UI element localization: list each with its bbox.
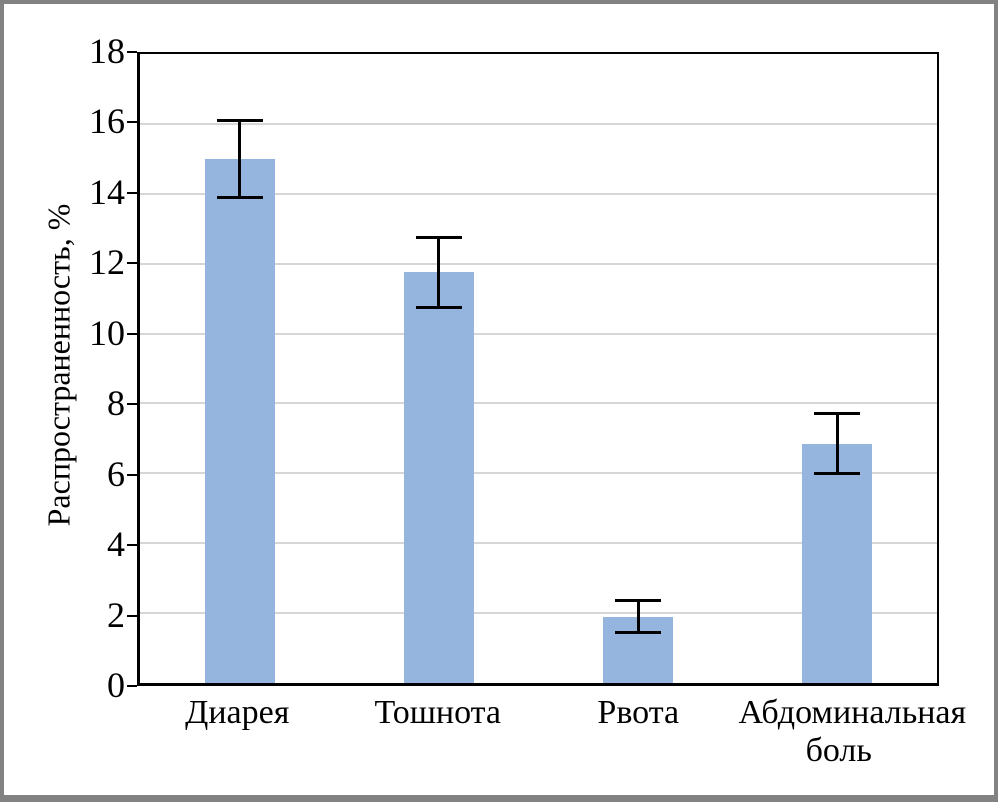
y-tick-label: 6 xyxy=(107,453,125,494)
y-tick-mark xyxy=(127,685,137,687)
y-tick-mark xyxy=(127,544,137,547)
y-tick-label: 10 xyxy=(89,312,125,353)
plot-area xyxy=(137,52,939,686)
y-tick-mark xyxy=(127,332,137,335)
gridline xyxy=(140,192,937,195)
gridline xyxy=(140,402,937,405)
y-tick-mark xyxy=(127,614,137,617)
error-bar-cap-bottom xyxy=(415,305,462,309)
bars-layer xyxy=(140,54,937,683)
bar-1 xyxy=(403,272,474,683)
y-tick-label: 12 xyxy=(89,242,125,283)
y-tick-label: 16 xyxy=(89,101,125,142)
gridline xyxy=(140,122,937,125)
y-tick-label: 0 xyxy=(107,665,125,706)
gridline xyxy=(140,612,937,615)
x-label-nausea: Тошнота xyxy=(374,694,501,731)
gridline xyxy=(140,332,937,335)
error-bar-cap-top xyxy=(814,412,861,416)
x-axis-category-labels: Диарея Тошнота Рвота Абдоминальная боль xyxy=(137,694,967,771)
x-label-abdominal-pain: Абдоминальная боль xyxy=(738,694,967,770)
bar-3 xyxy=(802,443,873,683)
y-axis-tick-marks xyxy=(127,51,137,687)
gridlines-layer xyxy=(140,54,937,683)
error-bar-line xyxy=(636,600,640,633)
y-tick-label: 8 xyxy=(107,383,125,424)
y-tick-label: 2 xyxy=(107,594,125,635)
error-bar-line xyxy=(238,120,242,198)
y-tick-mark xyxy=(127,51,137,53)
error-bar-cap-top xyxy=(615,599,662,603)
y-tick-label: 18 xyxy=(89,31,125,72)
error-bar-cap-top xyxy=(415,235,462,239)
y-tick-mark xyxy=(127,262,137,265)
y-tick-mark xyxy=(127,473,137,476)
gridline xyxy=(140,542,937,545)
x-label-vomiting: Рвота xyxy=(597,694,680,731)
error-bar-cap-bottom xyxy=(216,195,263,199)
y-tick-label: 4 xyxy=(107,524,125,565)
error-bar-line xyxy=(835,413,839,474)
error-bar-line xyxy=(437,237,441,308)
y-tick-mark xyxy=(127,191,137,194)
y-tick-mark xyxy=(127,403,137,406)
x-label-diarrhea: Диарея xyxy=(185,694,290,731)
bar-0 xyxy=(204,158,275,683)
gridline xyxy=(140,472,937,475)
error-bar-cap-bottom xyxy=(615,630,662,634)
error-bar-cap-bottom xyxy=(814,471,861,475)
error-bar-cap-top xyxy=(216,118,263,122)
y-tick-mark xyxy=(127,121,137,124)
y-axis-tick-labels: 0 2 4 6 8 10 12 14 16 18 xyxy=(4,31,125,705)
gridline xyxy=(140,262,937,265)
y-tick-label: 14 xyxy=(89,172,125,213)
